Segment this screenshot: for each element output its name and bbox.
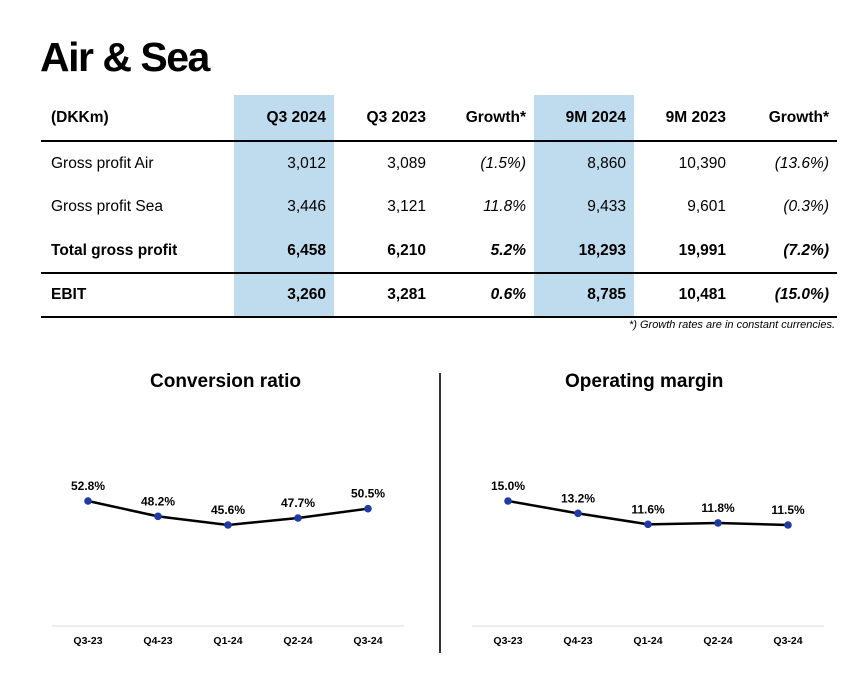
column-header: 9M 2024 <box>534 95 634 142</box>
table-cell: 11.8% <box>483 198 526 215</box>
table-row: Total gross profit 6,458 6,210 5.2% 18,2… <box>41 229 837 274</box>
x-tick-label: Q3-24 <box>773 635 802 647</box>
data-point <box>504 497 512 505</box>
table-cell: 10,481 <box>634 273 734 318</box>
column-header: Growth* <box>734 95 837 142</box>
column-header: Growth* <box>434 95 534 142</box>
data-label: 11.5% <box>771 503 805 517</box>
table-cell: 5.2% <box>434 229 534 274</box>
x-tick-label: Q4-23 <box>143 635 172 647</box>
data-label: 13.2% <box>561 491 595 505</box>
table-cell: (0.3%) <box>783 198 829 215</box>
table-cell: 3,260 <box>234 273 334 318</box>
conversion-ratio-chart: 52.8% Q3-23 48.2% Q4-23 45.6% Q1-24 47.7% Q2-24… <box>52 479 404 647</box>
data-label: 11.6% <box>631 502 665 516</box>
data-label: 47.7% <box>281 496 315 510</box>
column-header: Q3 2023 <box>334 95 434 142</box>
table-header-row: (DKKm) Q3 2024 Q3 2023 Growth* 9M 2024 9… <box>41 95 837 142</box>
data-point <box>574 509 582 518</box>
data-label: 15.0% <box>491 479 525 493</box>
table-row: Gross profit Sea 3,446 3,121 11.8% 9,433… <box>41 185 837 229</box>
footnote: *) Growth rates are in constant currenci… <box>628 319 835 331</box>
column-header: Q3 2024 <box>234 95 334 142</box>
x-tick-label: Q3-23 <box>493 635 522 647</box>
x-tick-label: Q2-24 <box>703 635 732 647</box>
x-tick-label: Q2-24 <box>283 635 312 647</box>
operating-margin-chart: 15.0% Q3-23 13.2% Q4-23 11.6% Q1-24 11.8% Q2-24… <box>472 479 824 647</box>
table-cell: 18,293 <box>534 229 634 274</box>
table-cell: 6,210 <box>334 229 434 274</box>
table-cell: 8,860 <box>534 141 634 185</box>
data-label: 45.6% <box>211 503 245 517</box>
table-cell: 3,089 <box>387 154 426 172</box>
table-cell: (15.0%) <box>734 273 837 318</box>
chart-title-operating-margin: Operating margin <box>565 371 724 392</box>
table-row: Gross profit Air 3,012 3,089 (1.5%) 8,86… <box>41 141 837 185</box>
table-cell: 0.6% <box>434 273 534 318</box>
table-cell: (1.5%) <box>480 154 526 172</box>
page-title: Air & Sea <box>40 34 210 80</box>
data-label: 11.8% <box>701 501 735 515</box>
row-label: Gross profit Air <box>51 154 154 172</box>
x-tick-label: Q3-24 <box>353 635 382 647</box>
chart-title-conversion-ratio: Conversion ratio <box>150 371 301 392</box>
x-tick-label: Q1-24 <box>633 635 662 647</box>
x-tick-label: Q4-23 <box>563 635 592 647</box>
column-header: 9M 2023 <box>634 95 734 142</box>
table-cell: 3,281 <box>334 273 434 318</box>
table-cell: (13.6%) <box>774 154 829 172</box>
data-label: 50.5% <box>351 487 385 501</box>
data-point <box>154 512 162 521</box>
data-point <box>644 520 652 529</box>
data-point <box>364 504 372 513</box>
financial-table: (DKKm) Q3 2024 Q3 2023 Growth* 9M 2024 9… <box>41 95 837 318</box>
table-cell: 10,390 <box>678 154 726 172</box>
row-label: Gross profit Sea <box>51 198 163 215</box>
data-point <box>294 514 302 522</box>
table-cell: (7.2%) <box>734 229 837 274</box>
table-cell: 9,433 <box>534 185 634 229</box>
data-label: 52.8% <box>71 479 105 493</box>
table-cell: 9,601 <box>687 198 726 215</box>
data-point <box>224 521 232 529</box>
table-cell: 3,121 <box>387 198 426 215</box>
row-label: Total gross profit <box>41 229 234 274</box>
table-row: EBIT 3,260 3,281 0.6% 8,785 10,481 (15.0… <box>41 273 837 318</box>
table-cell: 19,991 <box>634 229 734 274</box>
column-header: (DKKm) <box>41 95 234 142</box>
x-tick-label: Q3-23 <box>73 635 102 647</box>
table-cell: 6,458 <box>234 229 334 274</box>
x-tick-label: Q1-24 <box>213 635 242 647</box>
row-label: EBIT <box>41 273 234 318</box>
table-cell: 3,446 <box>234 185 334 229</box>
data-point <box>84 497 92 505</box>
table-cell: 8,785 <box>534 273 634 318</box>
data-point <box>784 521 792 529</box>
data-point <box>714 519 722 527</box>
data-label: 48.2% <box>141 494 175 508</box>
chart-divider <box>439 373 441 653</box>
table-cell: 3,012 <box>234 141 334 185</box>
